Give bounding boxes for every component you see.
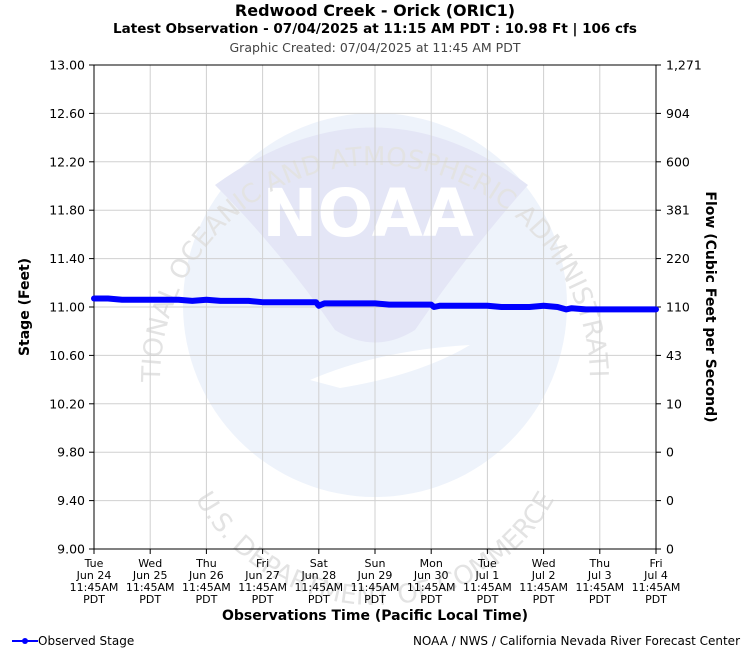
x-tick-line: PDT bbox=[589, 593, 611, 606]
legend-label: Observed Stage bbox=[38, 634, 135, 648]
x-tick-line: PDT bbox=[139, 593, 161, 606]
x-axis-label: Observations Time (Pacific Local Time) bbox=[222, 608, 528, 624]
graphic-created: Graphic Created: 07/04/2025 at 11:45 AM … bbox=[229, 40, 521, 55]
y-tick-label: 13.00 bbox=[49, 58, 85, 73]
x-tick-line: Jun 26 bbox=[188, 569, 224, 582]
y2-tick-label: 43 bbox=[666, 348, 682, 363]
y-tick-label: 12.20 bbox=[49, 154, 85, 169]
latest-observation: Latest Observation - 07/04/2025 at 11:15… bbox=[113, 21, 637, 37]
x-tick-line: 11:45AM bbox=[519, 581, 568, 594]
y-tick-label: 11.00 bbox=[49, 300, 85, 315]
x-tick-line: Jul 1 bbox=[475, 569, 500, 582]
x-tick-label: Fri Jul 4 11:45AM PDT bbox=[632, 557, 681, 606]
x-tick-line: Sun bbox=[365, 557, 386, 570]
x-tick-line: PDT bbox=[420, 593, 442, 606]
x-tick-label: Tue Jul 1 11:45AM PDT bbox=[463, 557, 512, 606]
x-tick-label: Wed Jun 25 11:45AM PDT bbox=[126, 557, 175, 606]
y2-tick-label: 1,271 bbox=[666, 58, 702, 73]
x-tick-line: Mon bbox=[420, 557, 443, 570]
x-tick-line: Wed bbox=[138, 557, 162, 570]
y-axis-left: 13.00 12.60 12.20 11.80 11.40 11.00 10.60 10.20… bbox=[49, 58, 94, 557]
x-tick-line: 11:45AM bbox=[70, 581, 119, 594]
observed-stage-line bbox=[91, 295, 659, 313]
y-axis-right: 1,271 904 600 381 220 110 43 10 0 0 0 bbox=[656, 58, 702, 557]
legend-marker bbox=[12, 638, 38, 644]
y2-tick-label: 10 bbox=[666, 396, 682, 411]
y-tick-label: 10.20 bbox=[49, 396, 85, 411]
y-tick-label: 9.40 bbox=[57, 493, 85, 508]
x-tick-line: PDT bbox=[308, 593, 330, 606]
x-tick-line: Jun 30 bbox=[413, 569, 449, 582]
x-tick-line: Jul 2 bbox=[531, 569, 556, 582]
x-tick-line: 11:45AM bbox=[294, 581, 343, 594]
x-tick-line: Sat bbox=[310, 557, 329, 570]
y-tick-label: 11.40 bbox=[49, 251, 85, 266]
y-tick-label: 9.00 bbox=[57, 542, 85, 557]
x-tick-label: Sun Jun 29 11:45AM PDT bbox=[351, 557, 400, 606]
x-tick-line: 11:45AM bbox=[126, 581, 175, 594]
x-tick-label: Wed Jul 2 11:45AM PDT bbox=[519, 557, 568, 606]
x-tick-label: Fri Jun 27 11:45AM PDT bbox=[238, 557, 287, 606]
x-tick-line: Jun 28 bbox=[300, 569, 336, 582]
y2-tick-label: 381 bbox=[666, 203, 690, 218]
x-tick-line: Wed bbox=[532, 557, 556, 570]
y-axis-label: Stage (Feet) bbox=[17, 258, 33, 356]
x-tick-line: Jul 4 bbox=[643, 569, 668, 582]
y-tick-label: 10.60 bbox=[49, 348, 85, 363]
x-tick-line: 11:45AM bbox=[632, 581, 681, 594]
x-tick-line: Thu bbox=[588, 557, 610, 570]
y2-tick-label: 220 bbox=[666, 251, 690, 266]
y2-tick-label: 0 bbox=[666, 445, 674, 460]
x-tick-line: 11:45AM bbox=[238, 581, 287, 594]
x-tick-line: PDT bbox=[83, 593, 105, 606]
legend: Observed Stage bbox=[12, 634, 134, 648]
x-tick-line: PDT bbox=[645, 593, 667, 606]
y2-tick-label: 600 bbox=[666, 154, 690, 169]
x-tick-line: 11:45AM bbox=[463, 581, 512, 594]
y2-tick-label: 110 bbox=[666, 300, 690, 315]
x-tick-label: Sat Jun 28 11:45AM PDT bbox=[294, 557, 343, 606]
watermark-logo-word: NOAA bbox=[262, 175, 474, 252]
y-tick-label: 11.80 bbox=[49, 203, 85, 218]
x-tick-line: Fri bbox=[256, 557, 269, 570]
x-tick-line: PDT bbox=[364, 593, 386, 606]
credit-text: NOAA / NWS / California Nevada River For… bbox=[412, 634, 740, 648]
x-tick-label: Mon Jun 30 11:45AM PDT bbox=[407, 557, 456, 606]
x-tick-line: PDT bbox=[252, 593, 274, 606]
y2-tick-label: 0 bbox=[666, 542, 674, 557]
x-tick-label: Tue Jun 24 11:45AM PDT bbox=[70, 557, 119, 606]
y2-tick-label: 904 bbox=[666, 106, 690, 121]
chart-title: Redwood Creek - Orick (ORIC1) bbox=[234, 1, 516, 20]
x-tick-line: 11:45AM bbox=[575, 581, 624, 594]
x-tick-line: PDT bbox=[476, 593, 498, 606]
x-tick-line: Jun 24 bbox=[76, 569, 112, 582]
x-tick-line: 11:45AM bbox=[351, 581, 400, 594]
x-tick-line: Jun 29 bbox=[357, 569, 393, 582]
x-tick-line: Tue bbox=[477, 557, 497, 570]
x-tick-label: Thu Jun 26 11:45AM PDT bbox=[182, 557, 231, 606]
y2-axis-label: Flow (Cubic Feet per Second) bbox=[702, 191, 718, 422]
x-tick-line: Jun 25 bbox=[132, 569, 168, 582]
x-tick-line: Jul 3 bbox=[587, 569, 612, 582]
x-tick-line: Tue bbox=[84, 557, 104, 570]
watermark-gull bbox=[215, 127, 528, 343]
x-tick-line: PDT bbox=[533, 593, 555, 606]
y-tick-label: 12.60 bbox=[49, 106, 85, 121]
x-tick-line: PDT bbox=[195, 593, 217, 606]
x-tick-label: Thu Jul 3 11:45AM PDT bbox=[575, 557, 624, 606]
x-tick-line: Fri bbox=[649, 557, 662, 570]
x-tick-line: Thu bbox=[195, 557, 217, 570]
y2-tick-label: 0 bbox=[666, 493, 674, 508]
x-tick-line: 11:45AM bbox=[182, 581, 231, 594]
y-tick-label: 9.80 bbox=[57, 445, 85, 460]
x-tick-line: 11:45AM bbox=[407, 581, 456, 594]
x-tick-line: Jun 27 bbox=[244, 569, 280, 582]
